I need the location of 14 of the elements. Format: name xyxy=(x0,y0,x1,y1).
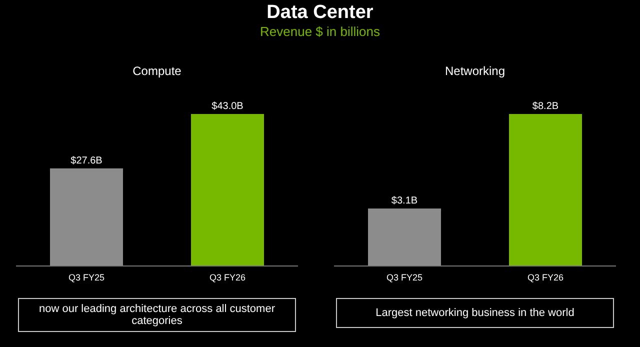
data-label: $27.6B xyxy=(70,155,103,166)
text: now our leading architecture across all customer categories xyxy=(18,298,296,332)
text: Data Center xyxy=(266,2,374,24)
text: Revenue $ in billions xyxy=(259,24,381,40)
x-tick-label: Q3 FY26 xyxy=(209,272,246,282)
x-tick-label: Q3 FY25 xyxy=(386,272,423,282)
chart-title: Networking xyxy=(444,64,506,80)
data-label: $8.2B xyxy=(532,101,559,112)
data-label: $43.0B xyxy=(212,101,244,112)
x-tick-label: Q3 FY25 xyxy=(68,272,105,282)
text: Largest networking business in the world xyxy=(336,298,614,328)
chart-title: Compute xyxy=(132,64,182,80)
x-tick-label: Q3 FY26 xyxy=(527,272,564,282)
data-label: $3.1B xyxy=(391,196,418,207)
